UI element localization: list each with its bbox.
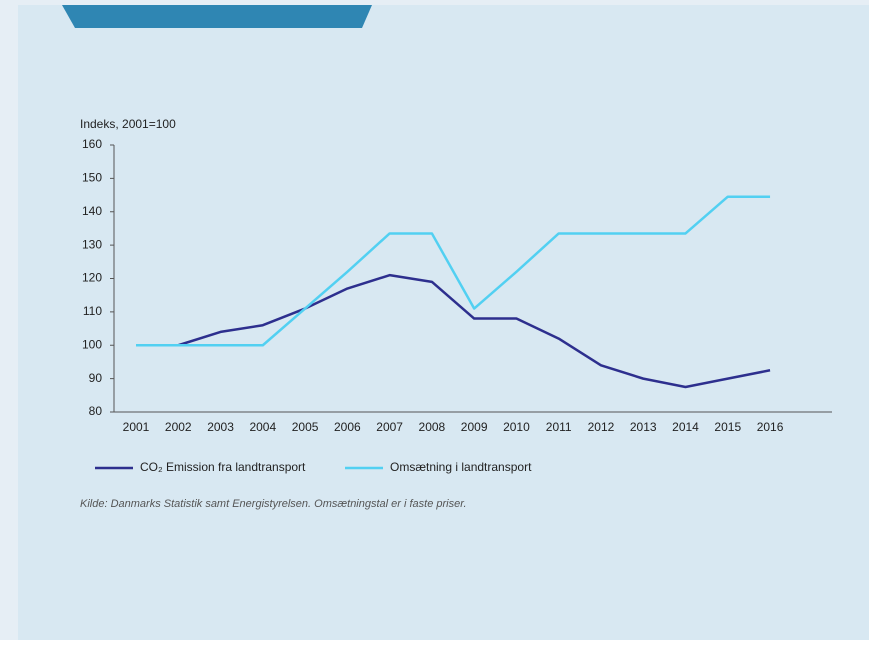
- series-line: [136, 195, 771, 347]
- x-tick-label: 2005: [292, 420, 319, 434]
- y-tick-label: 110: [83, 304, 102, 318]
- y-tick-label: 80: [89, 404, 103, 418]
- panel: [18, 5, 869, 640]
- x-tick-label: 2016: [757, 420, 784, 434]
- x-tick-label: 2004: [249, 420, 276, 434]
- y-tick-label: 120: [82, 271, 102, 285]
- x-tick-label: 2009: [461, 420, 488, 434]
- y-tick-label: 130: [82, 237, 102, 251]
- y-tick-label: 160: [82, 137, 102, 151]
- x-tick-label: 2006: [334, 420, 361, 434]
- y-axis-label: Indeks, 2001=100: [80, 117, 176, 131]
- x-tick-label: 2011: [546, 420, 572, 434]
- x-tick-label: 2003: [207, 420, 234, 434]
- x-tick-label: 2008: [419, 420, 446, 434]
- x-tick-label: 2012: [588, 420, 615, 434]
- legend-label: CO₂ Emission fra landtransport: [140, 460, 306, 474]
- y-tick-label: 100: [82, 337, 102, 351]
- x-tick-label: 2007: [376, 420, 403, 434]
- y-tick-label: 150: [82, 171, 102, 185]
- series-line: [136, 273, 771, 389]
- y-tick-label: 90: [89, 371, 103, 385]
- x-tick-label: 2014: [672, 420, 699, 434]
- x-tick-label: 2001: [123, 420, 150, 434]
- x-tick-label: 2002: [165, 420, 192, 434]
- source-note: Kilde: Danmarks Statistik samt Energisty…: [80, 498, 467, 510]
- x-tick-label: 2015: [714, 420, 741, 434]
- x-tick-label: 2013: [630, 420, 657, 434]
- y-tick-label: 140: [82, 204, 102, 218]
- x-tick-label: 2010: [503, 420, 530, 434]
- legend-label: Omsætning i landtransport: [390, 460, 532, 474]
- header-tab: [62, 5, 372, 28]
